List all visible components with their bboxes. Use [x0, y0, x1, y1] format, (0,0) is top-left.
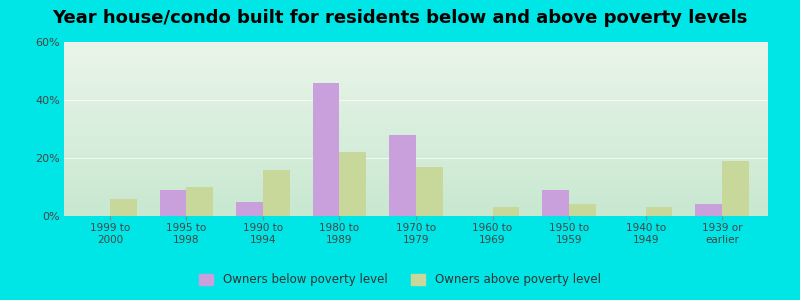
Bar [569, 204, 596, 216]
Bar [110, 199, 137, 216]
Legend: Owners below poverty level, Owners above poverty level: Owners below poverty level, Owners above… [194, 269, 606, 291]
Bar [313, 82, 339, 216]
Bar [236, 202, 263, 216]
Bar [390, 135, 416, 216]
Bar [695, 204, 722, 216]
Bar [186, 187, 214, 216]
Bar [416, 167, 442, 216]
Text: Year house/condo built for residents below and above poverty levels: Year house/condo built for residents bel… [52, 9, 748, 27]
Bar [339, 152, 366, 216]
Bar [263, 169, 290, 216]
Bar [542, 190, 569, 216]
Bar [493, 207, 519, 216]
Bar [160, 190, 186, 216]
Bar [646, 207, 672, 216]
Bar [722, 161, 749, 216]
